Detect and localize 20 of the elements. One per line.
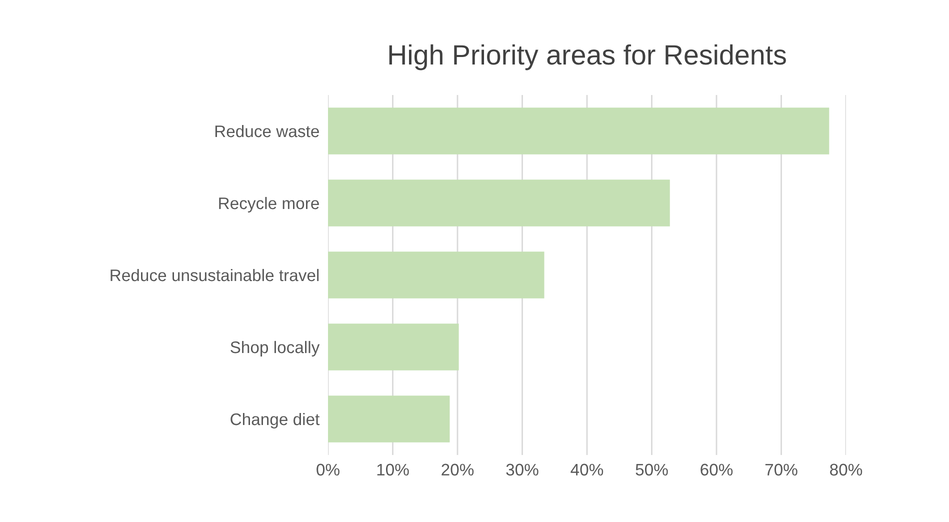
y-tick-label: Reduce waste xyxy=(215,124,319,138)
x-tick-label: 10% xyxy=(377,464,409,476)
bar xyxy=(328,324,459,370)
bar xyxy=(328,108,830,154)
x-tick-label: 80% xyxy=(830,464,862,476)
y-tick-label: Shop locally xyxy=(230,340,320,356)
x-tick-label: 20% xyxy=(442,464,474,476)
bar xyxy=(328,396,450,442)
chart-title: High Priority areas for Residents xyxy=(389,44,786,70)
y-tick-label: Change diet xyxy=(230,412,320,428)
bar xyxy=(328,180,670,226)
x-tick-label: 70% xyxy=(765,464,798,476)
x-tick-label: 50% xyxy=(636,464,668,476)
x-tick-label: 30% xyxy=(506,464,538,476)
y-tick-label: Recycle more xyxy=(219,196,319,212)
x-tick-label: 0% xyxy=(316,464,340,476)
x-tick-label: 60% xyxy=(700,464,733,476)
x-tick-label: 40% xyxy=(570,464,604,476)
bar xyxy=(328,252,544,298)
y-tick-label: Reduce unsustainable travel xyxy=(110,268,319,282)
